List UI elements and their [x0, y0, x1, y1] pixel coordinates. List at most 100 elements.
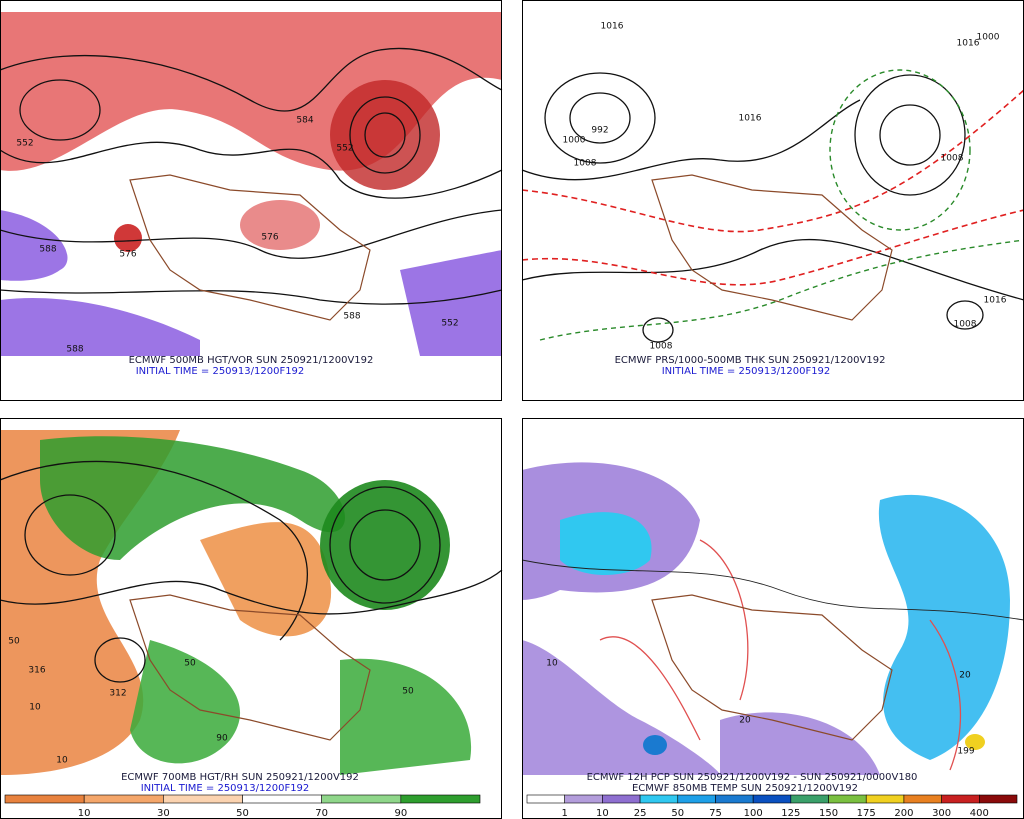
- contour: [879, 104, 941, 166]
- pressure-contours: [521, 72, 1024, 343]
- colorbar-swatch: [400, 794, 481, 804]
- caption: ECMWF 700MB HGT/RH SUN 250921/1200V192: [121, 772, 359, 783]
- contour: [0, 569, 503, 615]
- contour-label: 20: [959, 671, 971, 681]
- colorbar-label: 200: [894, 808, 913, 819]
- precip-fill: [560, 512, 652, 575]
- colorbar-label: 50: [236, 808, 249, 819]
- caption: ECMWF 12H PCP SUN 250921/1200V192 - SUN …: [587, 772, 918, 783]
- contour: [544, 72, 656, 164]
- contour-label: 50: [402, 687, 414, 697]
- colorbar-label: 25: [634, 808, 647, 819]
- vorticity-fill: [240, 200, 320, 250]
- contour-label: 316: [28, 666, 45, 676]
- vorticity-fill: [330, 80, 440, 190]
- contour: [521, 99, 861, 181]
- contour-label: 10: [546, 659, 558, 669]
- caption: ECMWF 500MB HGT/VOR SUN 250921/1200V192: [129, 355, 374, 366]
- contour-label: 992: [591, 126, 608, 136]
- vorticity-fill: [114, 224, 142, 252]
- colorbar-label: 1: [562, 808, 568, 819]
- thickness-contour: [521, 209, 1024, 286]
- contour-label: 1008: [650, 342, 673, 352]
- contour: [0, 460, 308, 641]
- coastline: [651, 174, 893, 321]
- contour: [0, 141, 503, 199]
- contour: [19, 79, 101, 141]
- contour: [569, 92, 631, 144]
- colorbar-swatch: [83, 794, 164, 804]
- rh-fill: [0, 430, 180, 775]
- rh-fill: [40, 436, 345, 560]
- contour-label: 10: [56, 756, 68, 766]
- colorbar-label: 125: [781, 808, 800, 819]
- contour-label: 552: [441, 319, 458, 329]
- caption: ECMWF 850MB TEMP SUN 250921/1200V192: [632, 783, 858, 794]
- contour-label: 50: [184, 659, 196, 669]
- contour: [349, 509, 421, 581]
- contour: [946, 300, 984, 330]
- contour-label: 1000: [977, 33, 1000, 43]
- panel-500mb: 552 584 552 576 576 588 588 588 552 ECMW…: [0, 0, 503, 401]
- contour: [94, 637, 146, 683]
- contour-label: 50: [8, 637, 20, 647]
- colorbar-swatch: [4, 794, 85, 804]
- contour: [329, 486, 441, 604]
- colorbar-swatch: [903, 794, 942, 804]
- contour: [854, 74, 966, 196]
- colorbar-swatch: [715, 794, 754, 804]
- rh-fill: [130, 640, 472, 775]
- colorbar-label: 175: [857, 808, 876, 819]
- contour-label: 1000: [563, 136, 586, 146]
- thickness-contour: [521, 89, 1024, 233]
- colorbar-swatch: [602, 794, 641, 804]
- precip-fill: [643, 735, 667, 755]
- contour-label: 10: [29, 703, 41, 713]
- contour-label: 312: [109, 689, 126, 699]
- colorbar-swatch: [564, 794, 603, 804]
- contour-label: 1016: [957, 39, 980, 49]
- vorticity-fill: [0, 210, 502, 356]
- colorbar-swatch: [163, 794, 243, 804]
- coastline: [129, 594, 371, 741]
- colorbar-label: 30: [157, 808, 170, 819]
- caption: INITIAL TIME = 250913/1200F192: [662, 366, 831, 377]
- contour-label: 552: [336, 144, 353, 154]
- colorbar-swatch: [979, 794, 1018, 804]
- colorbar-label: 300: [932, 808, 951, 819]
- coastline: [651, 594, 893, 741]
- colorbar-swatch: [526, 794, 565, 804]
- temp-contour: [599, 539, 961, 771]
- colorbar-swatch: [242, 794, 322, 804]
- colorbar-swatch: [790, 794, 829, 804]
- contour-label: 1008: [574, 159, 597, 169]
- thickness-contour: [829, 69, 971, 231]
- colorbar-swatch: [752, 794, 792, 804]
- precip-fill: [878, 494, 1010, 760]
- colorbar-swatch: [828, 794, 867, 804]
- contour-label: 20: [739, 716, 751, 726]
- height-contours: [0, 47, 503, 305]
- contour-label: 1008: [954, 320, 977, 330]
- contour-label: 552: [16, 139, 33, 149]
- precip-fill: [522, 640, 880, 775]
- contour-label: 90: [216, 734, 228, 744]
- colorbar-label: 400: [970, 808, 989, 819]
- contour-label: 588: [39, 245, 56, 255]
- caption: ECMWF PRS/1000-500MB THK SUN 250921/1200…: [615, 355, 886, 366]
- colorbar-label: 150: [819, 808, 838, 819]
- colorbar: 10 30 50 70 90: [4, 794, 481, 819]
- colorbar-label: 90: [394, 808, 407, 819]
- contour-label: 584: [296, 116, 313, 126]
- colorbar-label: 10: [596, 808, 609, 819]
- temp-contour: [521, 559, 1024, 621]
- coastline: [129, 174, 371, 321]
- panel-mslp: 1016 992 1000 1008 1016 1016 1008 1008 1…: [521, 0, 1024, 401]
- colorbar-swatch: [941, 794, 980, 804]
- colorbar-swatch: [639, 794, 679, 804]
- colorbar-label: 100: [744, 808, 763, 819]
- contour: [0, 209, 503, 259]
- contour: [0, 47, 503, 112]
- colorbar-swatch: [321, 794, 402, 804]
